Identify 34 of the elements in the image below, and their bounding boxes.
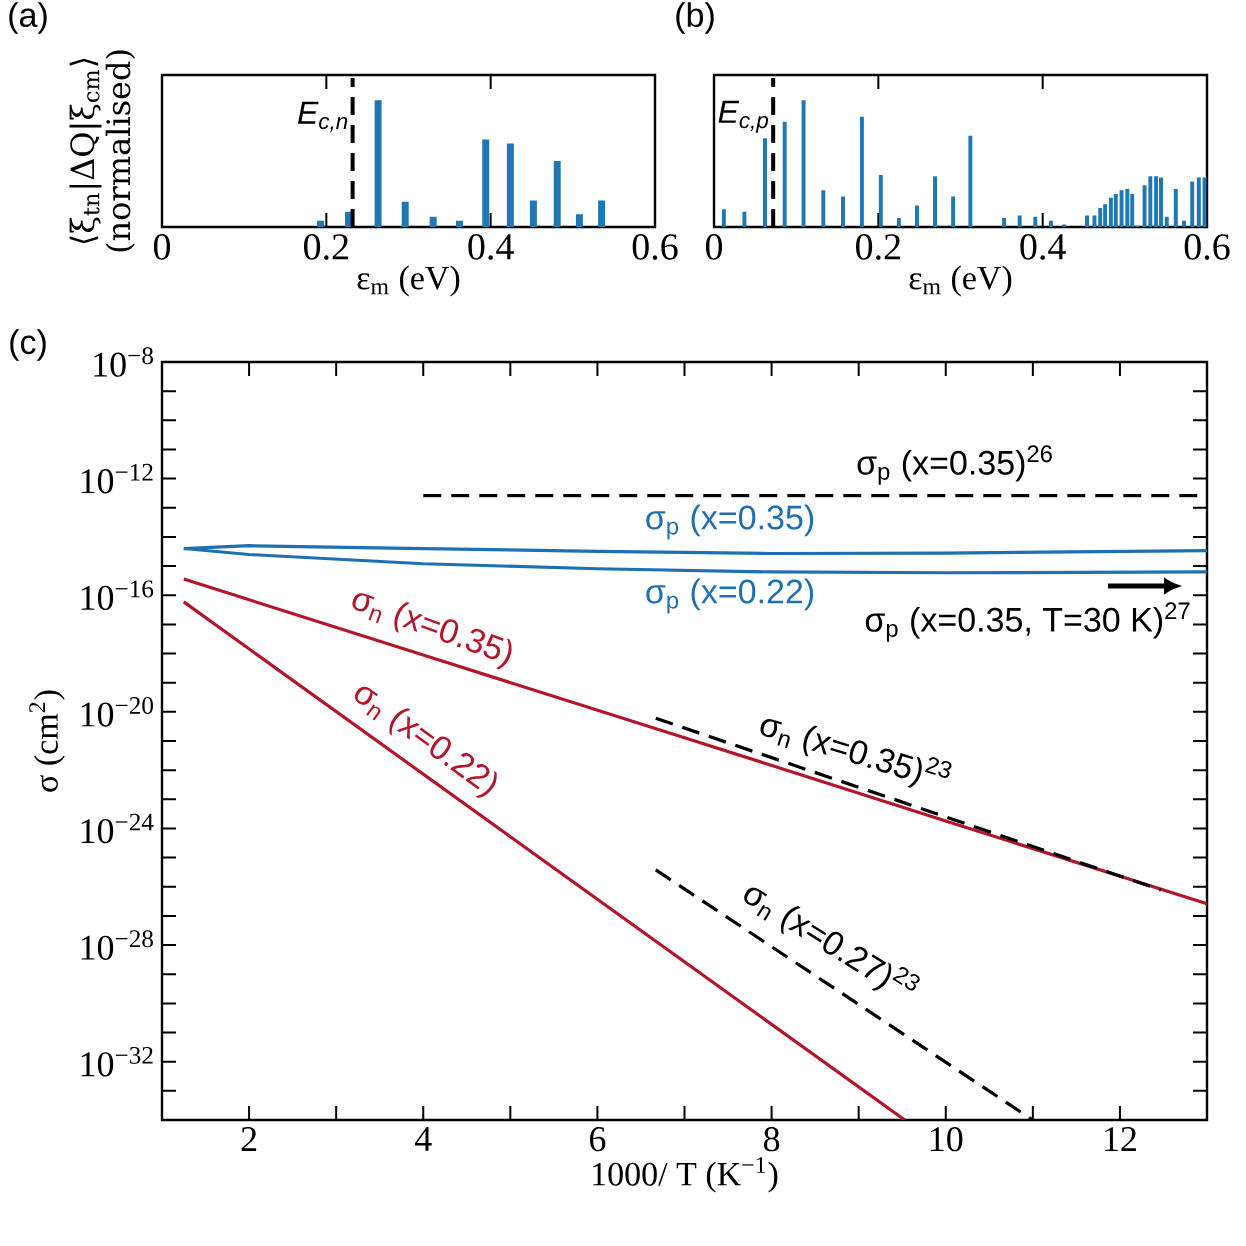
y-tick-label: 10$^{−28}$	[81, 930, 153, 960]
text: (a)	[9, 2, 47, 34]
x-tick-label: 0.6	[1184, 234, 1230, 260]
x-tick-label: 4	[414, 1127, 432, 1151]
x-axis-title: ε$_{m}$ (eV)	[909, 265, 1012, 297]
x-axis-title: ε$_{m}$ (eV)	[357, 265, 460, 297]
x-tick-label: 0.6	[632, 234, 678, 260]
x-tick-label: 0	[153, 234, 171, 260]
y-tick-label: 10$^{−32}$	[81, 1046, 153, 1077]
x-tick-label: 0	[705, 234, 723, 260]
y-tick-label: 10$^{−16}$	[81, 580, 154, 611]
x-tick-label: 0.4	[468, 234, 514, 260]
x-tick-label: 10	[930, 1127, 963, 1152]
y-tick-label: 10$^{−8}$	[94, 347, 153, 377]
y-tick-label: 10$^{−20}$	[81, 697, 153, 727]
y-tick-label: 10$^{−12}$	[81, 463, 153, 494]
ref-line-label: E$_{c,p}$	[718, 100, 769, 133]
series-label: σ$_{p}$ (x=0.22)	[646, 578, 814, 614]
x-tick-label: 0.2	[856, 234, 900, 260]
y-tick-label: 10$^{−24}$	[81, 813, 154, 844]
text: (b)	[676, 2, 714, 34]
x-tick-label: 0.2	[304, 234, 348, 260]
x-tick-label: 12	[1105, 1127, 1136, 1151]
y-axis-title: σ (cm$^{2}$)	[29, 690, 65, 792]
x-tick-label: 0.4	[1020, 234, 1066, 260]
x-axis-title: 1000/ T (K$^{−1}$)	[593, 1157, 778, 1193]
x-tick-label: 6	[589, 1127, 606, 1152]
series-label: σ$_{p}$ (x=0.35)$^{26}$	[857, 445, 1052, 485]
annotation: σ$_{p}$ (x=0.35, T=30 K)$^{27}$	[865, 602, 1190, 642]
x-tick-label: 2	[241, 1127, 257, 1151]
text: (c)	[10, 329, 46, 361]
series-label: σ$_{p}$ (x=0.35)	[646, 504, 814, 540]
x-tick-label: 8	[763, 1127, 780, 1152]
ref-line-label: E$_{c,n}$	[297, 101, 348, 132]
